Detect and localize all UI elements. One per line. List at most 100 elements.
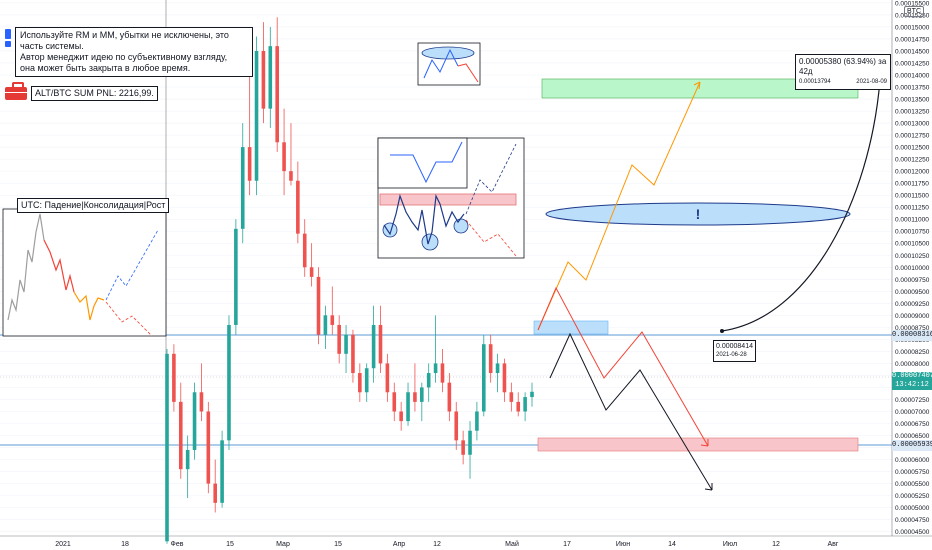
candle[interactable] bbox=[488, 344, 493, 374]
candle[interactable] bbox=[426, 373, 431, 388]
projection-path-black[interactable] bbox=[549, 332, 713, 491]
currency-badge[interactable]: BTC bbox=[904, 6, 924, 17]
measure-box[interactable]: 0.00005380 (63.94%) за 42д 0.00013794 20… bbox=[795, 54, 891, 90]
price-tick-label: 0.00009250 bbox=[895, 301, 930, 308]
candle[interactable] bbox=[289, 171, 293, 181]
price-tick-label: 0.00009750 bbox=[895, 277, 930, 284]
time-tick-label: Авг bbox=[828, 541, 839, 548]
price-tick-label: 0.00004500 bbox=[895, 529, 930, 536]
inset-pattern-middle bbox=[377, 137, 525, 259]
candle[interactable] bbox=[385, 363, 390, 393]
candle[interactable] bbox=[399, 411, 403, 422]
candle[interactable] bbox=[351, 334, 355, 374]
candle[interactable] bbox=[475, 411, 479, 431]
projection-path-red[interactable] bbox=[537, 286, 709, 447]
candle[interactable] bbox=[275, 46, 279, 143]
utc-label[interactable]: UTC: Падение|Консолидация|Рост bbox=[17, 198, 170, 213]
candle[interactable] bbox=[178, 401, 183, 470]
current-time: 13:42:12 bbox=[895, 381, 929, 389]
candle[interactable] bbox=[392, 392, 397, 412]
price-tick-label: 0.00014750 bbox=[895, 36, 930, 43]
candle[interactable] bbox=[247, 147, 252, 181]
price-tag-lower[interactable]: 0.00005939 bbox=[892, 440, 932, 451]
candle[interactable] bbox=[165, 353, 169, 542]
pnl-note[interactable]: ALT/BTC SUM PNL: 2216,99. bbox=[31, 86, 158, 101]
candle[interactable] bbox=[227, 324, 231, 441]
candle[interactable] bbox=[254, 50, 259, 181]
candle[interactable] bbox=[447, 382, 452, 412]
candle[interactable] bbox=[192, 392, 197, 450]
candle[interactable] bbox=[261, 50, 266, 109]
candle[interactable] bbox=[371, 324, 376, 369]
candle[interactable] bbox=[406, 392, 410, 422]
price-tick-label: 0.00006000 bbox=[895, 457, 930, 464]
candle[interactable] bbox=[523, 397, 527, 412]
candle[interactable] bbox=[199, 392, 204, 412]
price-tick-label: 0.00005000 bbox=[895, 505, 930, 512]
candle[interactable] bbox=[468, 430, 472, 455]
price-tick-label: 0.00009500 bbox=[895, 289, 930, 296]
candle[interactable] bbox=[495, 363, 500, 374]
projection-path-orange[interactable] bbox=[537, 81, 701, 331]
candle[interactable] bbox=[358, 373, 362, 393]
candle[interactable] bbox=[461, 440, 465, 455]
candle[interactable] bbox=[240, 147, 245, 229]
price-tick-label: 0.00008750 bbox=[895, 325, 930, 332]
price-tag-upper[interactable]: 0.00008316 bbox=[892, 330, 932, 341]
price-tag-current[interactable]: 0.00007407 13:42:12 bbox=[892, 372, 932, 390]
candle[interactable] bbox=[330, 315, 335, 325]
time-tick-label: 12 bbox=[433, 541, 441, 548]
price-tick-label: 0.00012000 bbox=[895, 169, 930, 176]
candle[interactable] bbox=[440, 363, 445, 383]
price-tick-label: 0.00005500 bbox=[895, 481, 930, 488]
measure-start-label[interactable]: 0.00008414 2021-06-28 bbox=[713, 340, 756, 362]
candle[interactable] bbox=[234, 228, 238, 325]
measure-start-point[interactable] bbox=[720, 329, 724, 333]
candle[interactable] bbox=[378, 324, 383, 364]
time-axis[interactable]: 2021 18 Фев 15 Мар 15 Апр 12 Май 17 Июн 14 Июл 12 Авг bbox=[55, 540, 839, 548]
candle[interactable] bbox=[316, 276, 321, 335]
candle[interactable] bbox=[172, 353, 176, 402]
candle[interactable] bbox=[516, 401, 521, 412]
candle[interactable] bbox=[220, 440, 224, 503]
time-tick-label: Июл bbox=[723, 541, 737, 548]
price-tick-label: 0.00011250 bbox=[895, 205, 929, 212]
candle[interactable] bbox=[481, 344, 486, 412]
candle[interactable] bbox=[268, 46, 273, 109]
measure-curve[interactable] bbox=[721, 79, 881, 332]
price-tick-label: 0.00015500 bbox=[895, 0, 930, 7]
price-tick-label: 0.00013750 bbox=[895, 85, 930, 92]
price-tick-label: 0.00011500 bbox=[895, 193, 929, 200]
candle[interactable] bbox=[502, 363, 507, 393]
candle[interactable] bbox=[337, 324, 341, 354]
arrow-head-orange bbox=[693, 81, 701, 90]
risk-note[interactable]: Используйте RM и MM, убытки не исключены… bbox=[15, 27, 253, 77]
candle[interactable] bbox=[364, 368, 369, 393]
time-tick-label: 18 bbox=[121, 541, 129, 548]
candle[interactable] bbox=[323, 315, 328, 335]
candle[interactable] bbox=[282, 142, 286, 172]
highlight-ellipse[interactable] bbox=[545, 202, 851, 226]
entry-zone-blue[interactable] bbox=[533, 320, 609, 335]
price-axis[interactable]: 0.00015500 0.00015250 0.00015000 0.00014750… bbox=[895, 0, 930, 536]
candle[interactable] bbox=[530, 391, 534, 398]
candle[interactable] bbox=[344, 334, 348, 354]
candle[interactable] bbox=[206, 411, 211, 484]
candle[interactable] bbox=[302, 233, 307, 268]
candle[interactable] bbox=[213, 483, 218, 503]
candle[interactable] bbox=[185, 449, 190, 470]
inset-pattern-top bbox=[417, 42, 481, 86]
candle[interactable] bbox=[309, 267, 314, 277]
measure-target-price: 0.00013794 bbox=[799, 79, 831, 85]
stop-zone-red[interactable] bbox=[537, 437, 859, 452]
candle[interactable] bbox=[454, 411, 459, 441]
candle[interactable] bbox=[433, 363, 438, 374]
measure-target-date: 2021-08-09 bbox=[856, 79, 887, 85]
candle[interactable] bbox=[509, 392, 514, 402]
price-tick-label: 0.00013500 bbox=[895, 97, 930, 104]
candle[interactable] bbox=[296, 180, 300, 234]
candle[interactable] bbox=[420, 387, 424, 402]
candle[interactable] bbox=[413, 392, 417, 402]
